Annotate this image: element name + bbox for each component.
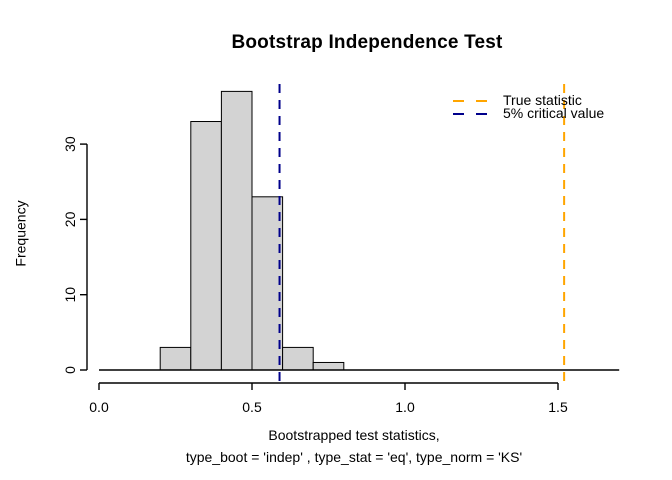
histogram-bar bbox=[220, 90, 253, 371]
x-axis-tick-label: 0.0 bbox=[89, 399, 109, 415]
legend-item-critical-value: 5% critical value bbox=[453, 105, 605, 121]
histogram-bar bbox=[190, 121, 222, 371]
dashed-line-icon bbox=[453, 112, 487, 115]
legend-label: 5% critical value bbox=[503, 105, 605, 121]
legend: True statistic 5% critical value bbox=[453, 92, 605, 121]
y-axis-tick-label: 20 bbox=[62, 211, 78, 227]
x-axis-label-line2: type_boot = 'indep' , type_stat = 'eq', … bbox=[185, 449, 523, 465]
y-axis-label: Frequency bbox=[12, 200, 29, 267]
x-axis-tick-label: 1.5 bbox=[548, 399, 568, 415]
y-axis-tick-label: 10 bbox=[62, 287, 78, 303]
x-axis-label-line1: Bootstrapped test statistics, bbox=[268, 427, 440, 443]
dashed-line-icon bbox=[453, 99, 487, 102]
y-axis-tick-label: 0 bbox=[62, 366, 78, 374]
legend-item-true-statistic: True statistic bbox=[453, 92, 604, 108]
histogram-bar bbox=[282, 346, 314, 371]
x-axis-tick-label: 0.5 bbox=[242, 399, 262, 415]
legend-label: True statistic bbox=[503, 92, 582, 108]
chart-title: Bootstrap Independence Test bbox=[231, 32, 503, 53]
histogram-bar bbox=[251, 196, 284, 371]
x-axis-tick-label: 1.0 bbox=[395, 399, 415, 415]
histogram-bar bbox=[312, 361, 345, 371]
histogram-bar bbox=[159, 346, 192, 371]
x-axis-label: Bootstrapped test statistics, type_boot … bbox=[36, 424, 672, 468]
y-axis-tick-label: 30 bbox=[62, 136, 78, 152]
